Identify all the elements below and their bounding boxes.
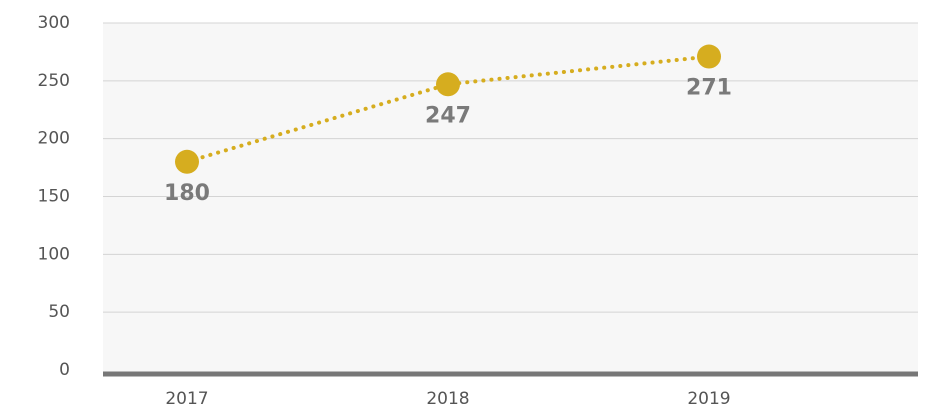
line	[185, 54, 711, 164]
data-label: 247	[425, 103, 471, 128]
y-tick-label: 200	[38, 129, 70, 149]
y-tick-label: 300	[38, 13, 70, 33]
data-label: 180	[164, 181, 210, 206]
y-tick-label: 50	[48, 302, 70, 322]
x-tick-label: 2019	[687, 389, 730, 409]
y-tick-label: 100	[38, 244, 70, 264]
data-label: 271	[686, 76, 732, 101]
point	[697, 44, 721, 69]
y-tick-label: 0	[59, 360, 70, 380]
y-tick-label: 150	[38, 187, 70, 207]
point	[436, 72, 460, 97]
plot-background	[103, 23, 918, 373]
x-tick-label: 2018	[426, 389, 469, 409]
y-tick-label: 250	[38, 71, 70, 91]
point	[175, 149, 199, 174]
x-tick-label: 2017	[165, 389, 208, 409]
